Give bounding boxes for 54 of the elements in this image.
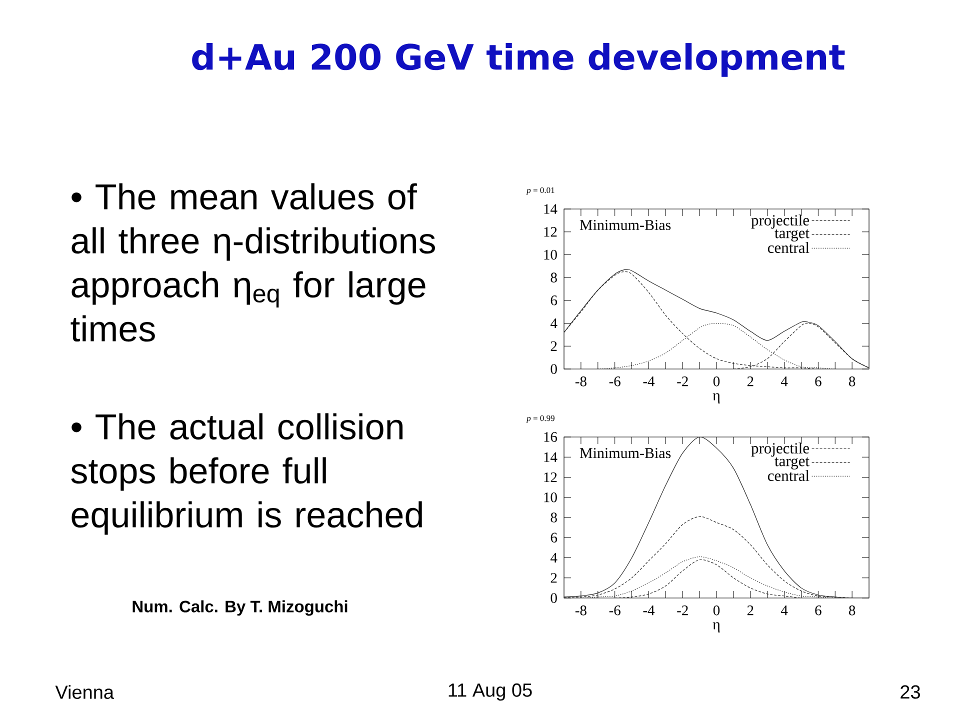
legend-label: central: [768, 242, 810, 253]
text: 11 Aug 05: [448, 683, 532, 701]
text: • The mean values of all three η-distributions approach η$_{eq}$ for large times: [70, 183, 435, 342]
y-tick-label: 6: [550, 532, 558, 542]
x-tick-label: 8: [849, 376, 856, 386]
x-tick-label: -6: [609, 376, 620, 386]
y-tick-label: 8: [550, 512, 557, 522]
x-tick-label: -4: [643, 606, 655, 616]
text: Num. Calc. By T. Mizoguchi: [132, 600, 348, 616]
legend-label: projectile: [751, 214, 809, 229]
annotation: Minimum-Bias: [580, 448, 671, 458]
x-tick-label: 0: [713, 606, 720, 616]
x-tick-label: -8: [575, 606, 586, 616]
y-tick-label: 12: [544, 472, 557, 482]
text: d+Au 200 GeV time development: [192, 43, 845, 77]
x-axis-title: η: [712, 393, 720, 404]
y-tick-label: 0: [550, 593, 557, 603]
y-tick-label: 12: [544, 227, 557, 237]
legend-label: projectile: [751, 442, 809, 457]
y-tick-label: 4: [550, 318, 558, 328]
x-tick-label: 4: [780, 606, 788, 616]
y-tick-label: 10: [544, 250, 557, 260]
y-tick-label: 14: [544, 452, 558, 462]
chart-title: p = 0.99: [526, 415, 554, 423]
x-tick-label: -2: [677, 606, 688, 616]
y-tick-label: 6: [550, 296, 558, 306]
x-tick-label: 0: [713, 376, 720, 386]
y-tick-label: 10: [544, 492, 557, 502]
x-tick-label: -6: [609, 606, 620, 616]
legend-label: central: [768, 470, 810, 482]
x-tick-label: 8: [849, 606, 856, 616]
y-tick-label: 16: [544, 432, 558, 442]
y-tick-label: 0: [550, 364, 557, 374]
legend-label: target: [774, 229, 810, 242]
x-tick-label: 2: [747, 376, 754, 386]
y-tick-label: 8: [550, 272, 557, 282]
text: Vienna: [55, 685, 114, 699]
x-tick-label: 6: [815, 376, 822, 386]
x-tick-label: -2: [677, 376, 688, 386]
x-tick-label: -4: [643, 376, 655, 386]
x-tick-label: 6: [815, 606, 822, 616]
legend-label: target: [774, 457, 810, 470]
y-tick-label: 2: [550, 573, 557, 583]
y-tick-label: 4: [550, 552, 558, 563]
annotation: Minimum-Bias: [580, 220, 671, 230]
text: • The actual collision stops before full equilibrium is reached: [71, 413, 422, 535]
y-tick-label: 2: [550, 341, 557, 351]
chart-title: p = 0.01: [526, 187, 554, 195]
x-tick-label: -8: [575, 376, 586, 386]
text: 23: [900, 685, 920, 699]
x-tick-label: 2: [747, 606, 754, 616]
x-tick-label: 4: [780, 376, 788, 386]
x-axis-title: η: [712, 622, 720, 632]
y-tick-label: 14: [544, 204, 558, 214]
